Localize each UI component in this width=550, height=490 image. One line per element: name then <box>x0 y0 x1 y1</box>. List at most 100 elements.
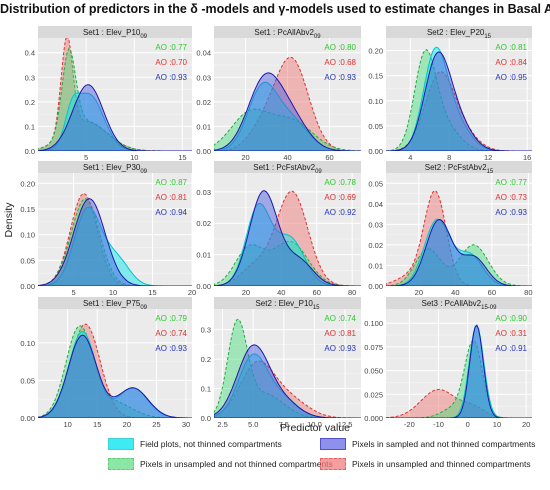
panel-background <box>386 173 532 286</box>
legend-label: Pixels in unsampled and not thinned comp… <box>140 459 333 469</box>
x-tick-label: 20 <box>242 288 250 297</box>
ao-label: AO :0.77 <box>155 43 187 52</box>
x-tick-label: 20 <box>415 288 423 297</box>
ao-label: AO :0.31 <box>495 329 527 338</box>
facet-strip <box>386 297 532 309</box>
density-field <box>386 324 532 418</box>
y-tick-label: 0.03 <box>368 220 383 229</box>
density-thinned <box>214 360 361 418</box>
density-layer <box>386 46 532 151</box>
x-tick-label: 15 <box>93 420 101 429</box>
y-tick-label: 0.15 <box>368 72 383 81</box>
y-tick-label: 0.1 <box>25 122 35 131</box>
y-tick-label: 0.02 <box>196 98 211 107</box>
facet-chart: Density Predictor value Set1 : Elev_P100… <box>3 26 533 434</box>
chart-title: Distribution of predictors in the δ -mod… <box>0 2 550 16</box>
density-sampled <box>386 218 532 286</box>
x-tick-label: 60 <box>313 288 321 297</box>
facet-strip-label: Set1 : Elev_P7509 <box>83 299 148 311</box>
ao-label: AO :0.93 <box>324 344 356 353</box>
panel-6: Set2 : PcFstAbv215 0.00 0.01 0.02 0.03 0.04 0.… <box>368 161 533 297</box>
y-tick-label: 0.03 <box>196 73 211 82</box>
facet-strip <box>214 161 361 173</box>
facet-strip-label: Set2 : PcFstAbv215 <box>425 163 494 175</box>
y-tick-label: 0.10 <box>20 231 35 240</box>
density-unsampled <box>214 240 361 286</box>
y-tick-label: 0.3 <box>25 73 35 82</box>
facet-strip <box>38 161 192 173</box>
y-tick-label: 0.10 <box>368 97 383 106</box>
x-tick-label: 5 <box>84 153 88 162</box>
x-tick-label: 40 <box>283 153 291 162</box>
panel-3: Set2 : Elev_P2015 0.00 0.05 0.10 0.15 0.20 4 8 1… <box>368 26 532 162</box>
ao-label: AO :0.81 <box>155 193 187 202</box>
x-tick-label: 12 <box>484 153 492 162</box>
legend-key <box>108 458 134 470</box>
density-sampled <box>386 324 532 418</box>
density-layer <box>38 323 192 418</box>
x-tick-label: 60 <box>488 288 496 297</box>
facet-strip-label: Set1 : PcFstAbv209 <box>253 163 322 175</box>
x-axis-label: Predictor value <box>280 422 350 434</box>
y-axis-label: Density <box>3 202 15 238</box>
legend-key <box>320 458 346 470</box>
facet-strip-label: Set2 : Elev_P2015 <box>427 28 492 40</box>
legend-item: Pixels in unsampled and not thinned comp… <box>108 458 333 470</box>
y-tick-label: 0.04 <box>196 49 211 58</box>
ao-label: AO :0.77 <box>495 178 527 187</box>
density-layer <box>386 190 532 286</box>
x-tick-label: 7.5 <box>279 420 289 429</box>
x-tick-label: 10 <box>493 420 501 429</box>
x-tick-label: 30 <box>182 420 190 429</box>
density-field <box>38 206 192 286</box>
ao-label: AO :0.74 <box>324 314 356 323</box>
density-field <box>38 92 192 151</box>
facet-strip-label: Set1 : PcAllAbv209 <box>254 28 321 40</box>
x-tick-label: -10 <box>433 420 444 429</box>
x-tick-label: 25 <box>152 420 160 429</box>
x-tick-label: 8 <box>447 153 451 162</box>
panel-2: Set1 : PcAllAbv209 0.00 0.01 0.02 0.03 0.04 20… <box>196 26 361 162</box>
panel-5: Set1 : PcFstAbv209 0.00 0.01 0.02 0.03 20 40 60… <box>196 161 361 297</box>
panel-9: Set3 : PcAllAbv215-09 0.000 0.025 0.050 0.07… <box>364 297 532 429</box>
density-sampled <box>214 344 361 418</box>
y-tick-label: 0.20 <box>368 47 383 56</box>
ao-label: AO :0.92 <box>324 208 356 217</box>
y-tick-label: 0.05 <box>20 256 35 265</box>
y-tick-label: 0.20 <box>20 179 35 188</box>
legend-label: Pixels in sampled and not thinned compar… <box>352 439 536 449</box>
y-tick-label: 0.000 <box>364 414 383 423</box>
legend-item: Pixels in sampled and not thinned compar… <box>320 438 535 450</box>
y-tick-label: 0.2 <box>25 98 35 107</box>
y-tick-label: 0.05 <box>20 376 35 385</box>
y-tick-label: 0.04 <box>368 200 383 209</box>
x-tick-label: 20 <box>522 420 530 429</box>
legend-label: Field plots, not thinned compartments <box>140 439 282 449</box>
x-tick-label: 15 <box>148 288 156 297</box>
legend: Field plots, not thinned compartments Pix… <box>108 436 548 490</box>
y-tick-label: 0.3 <box>201 326 211 335</box>
x-tick-label: 5.0 <box>248 420 258 429</box>
ao-label: AO :0.93 <box>324 73 356 82</box>
x-tick-label: 10 <box>63 420 71 429</box>
legend-key <box>108 438 134 450</box>
ao-label: AO :0.81 <box>324 329 356 338</box>
y-tick-label: 0.2 <box>201 355 211 364</box>
ao-label: AO :0.84 <box>495 58 527 67</box>
ao-label: AO :0.95 <box>495 73 527 82</box>
y-tick-label: 0.05 <box>368 122 383 131</box>
panel-7: Set1 : Elev_P7509 0.00 0.05 0.10 10 15 20 25 30 A… <box>20 297 192 429</box>
facet-strip-label: Set2 : Elev_P1015 <box>255 299 320 311</box>
facet-strip-label: Set1 : Elev_P3009 <box>83 163 148 175</box>
y-tick-label: 0.01 <box>196 122 211 131</box>
ao-label: AO :0.69 <box>324 193 356 202</box>
x-tick-label: 20 <box>241 153 249 162</box>
facet-strip <box>386 161 532 173</box>
y-tick-label: 0.025 <box>364 390 383 399</box>
ao-label: AO :0.79 <box>155 314 187 323</box>
x-tick-label: 2.5 <box>217 420 227 429</box>
y-tick-label: 0.4 <box>25 49 35 58</box>
ao-label: AO :0.91 <box>495 344 527 353</box>
y-tick-label: 0.100 <box>364 319 383 328</box>
density-thinned <box>38 193 192 286</box>
